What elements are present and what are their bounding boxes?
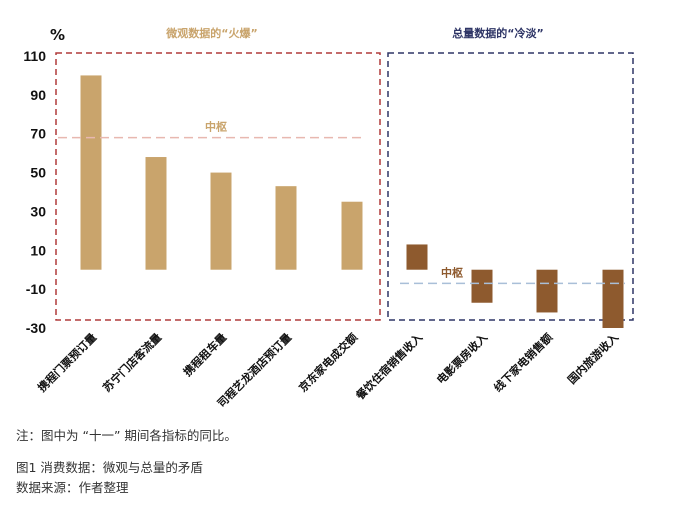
panel-border: [387, 52, 634, 321]
x-category-label: 苏宁门店客流量: [100, 330, 164, 394]
y-unit-label: %: [50, 26, 65, 44]
bar: [536, 269, 558, 313]
x-category-label: 携程门票预订量: [35, 330, 99, 394]
figure-caption: 图1 消费数据：微观与总量的矛盾: [16, 460, 203, 475]
panel-title: 总量数据的“冷淡”: [452, 26, 543, 40]
bar: [210, 172, 232, 270]
footnote: 注：图中为 “十一” 期间各指标的同比。: [16, 428, 237, 443]
x-category-label: 电影票房收入: [434, 330, 491, 387]
x-category-label: 国内旅游收入: [565, 330, 622, 387]
bar: [406, 244, 428, 270]
y-tick-label: 110: [23, 48, 46, 64]
pivot-label: 中枢: [205, 120, 227, 134]
y-tick-label: 10: [30, 242, 46, 258]
x-category-label: 线下家电销售额: [491, 330, 555, 394]
panel-title: 微观数据的“火爆”: [165, 26, 257, 40]
pivot-label: 中枢: [441, 265, 463, 279]
bar: [602, 269, 624, 328]
x-category-label: 携程租车量: [180, 330, 229, 379]
bar: [471, 269, 493, 303]
x-category-label: 京东家电成交额: [296, 330, 360, 394]
y-tick-label: 70: [30, 126, 46, 142]
y-tick-label: 30: [30, 203, 46, 219]
y-tick-label: -30: [26, 320, 46, 336]
bar: [341, 201, 363, 270]
source-note: 数据来源：作者整理: [16, 480, 129, 495]
panel-border: [55, 52, 381, 321]
y-tick-label: 90: [30, 87, 46, 103]
bar: [80, 75, 102, 270]
bar: [145, 157, 167, 270]
y-tick-label: -10: [26, 281, 46, 297]
x-category-label: 餐饮住宿销售收入: [352, 330, 425, 403]
bar: [275, 186, 297, 270]
y-tick-label: 50: [30, 165, 46, 181]
